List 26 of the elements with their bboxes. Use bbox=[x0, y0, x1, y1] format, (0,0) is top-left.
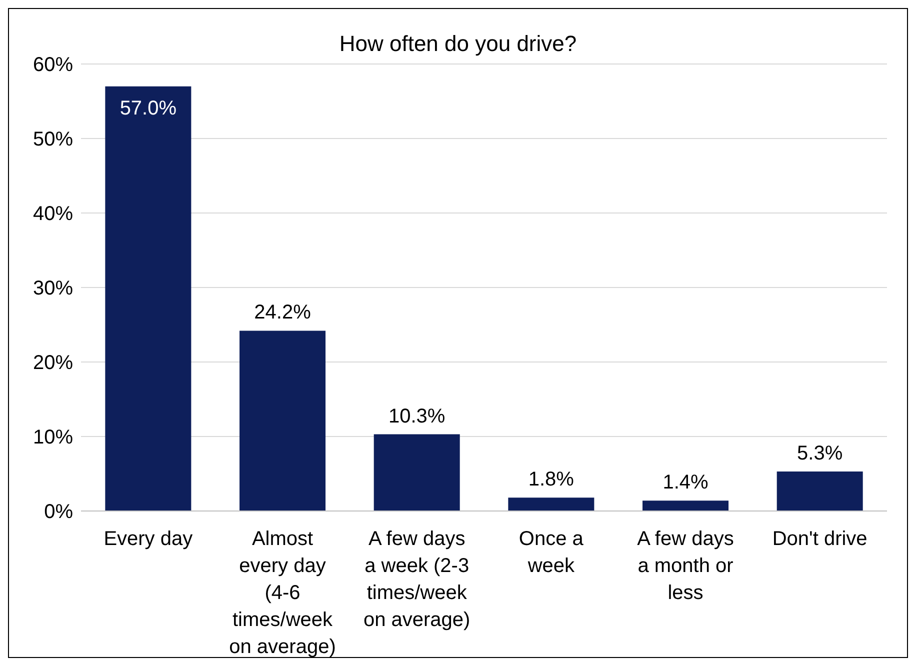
data-label: 5.3% bbox=[797, 442, 843, 465]
x-tick-label: Every day bbox=[104, 528, 193, 550]
y-tick-label: 60% bbox=[32, 54, 74, 76]
y-tick-label: 0% bbox=[44, 501, 74, 524]
bar bbox=[374, 434, 460, 511]
y-tick-label: 50% bbox=[32, 128, 74, 151]
data-label: 10.3% bbox=[388, 405, 446, 428]
bar bbox=[240, 330, 326, 511]
y-tick-label: 30% bbox=[32, 278, 74, 300]
data-label: 1.8% bbox=[528, 468, 574, 491]
x-tick-label: A few days a month or less bbox=[637, 528, 734, 604]
bar bbox=[776, 472, 863, 511]
data-label: 1.4% bbox=[662, 472, 709, 494]
data-label: 57.0% bbox=[120, 97, 177, 120]
y-tick-label: 40% bbox=[32, 203, 74, 226]
bar bbox=[508, 498, 594, 511]
data-label: 24.2% bbox=[254, 302, 312, 324]
chart-title: How often do you drive? bbox=[339, 31, 577, 56]
x-tick-label: Almost every day (4-6 times/week on average) bbox=[229, 528, 336, 658]
x-tick-label: Once a week bbox=[518, 528, 584, 577]
y-tick-label: 10% bbox=[32, 426, 74, 449]
bar bbox=[105, 86, 192, 511]
y-tick-label: 20% bbox=[32, 352, 74, 374]
bar bbox=[642, 500, 729, 511]
x-tick-label: A few days a week (2-3 times/week on average) bbox=[363, 528, 470, 631]
x-tick-label: Don't drive bbox=[772, 528, 868, 550]
